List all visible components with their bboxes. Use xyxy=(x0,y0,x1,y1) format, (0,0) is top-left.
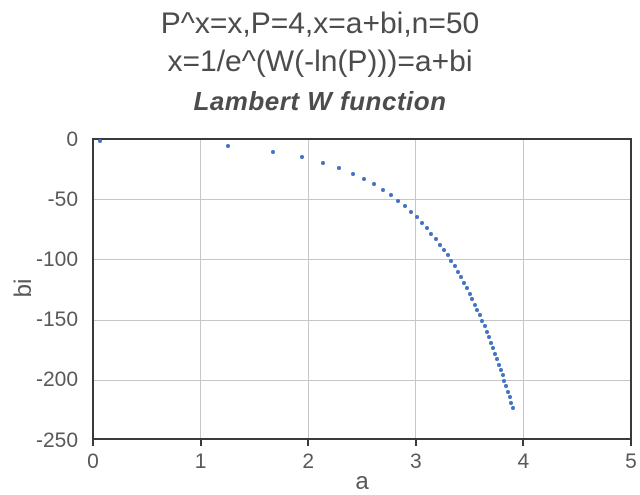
data-point xyxy=(505,389,510,394)
data-point xyxy=(396,198,401,203)
x-tick-label: 5 xyxy=(625,450,637,473)
x-axis-tick-mark xyxy=(307,440,310,446)
x-tick-label: 2 xyxy=(302,450,315,473)
data-point xyxy=(498,368,503,373)
x-axis-tick-mark xyxy=(414,440,417,446)
data-point xyxy=(271,149,276,154)
data-point xyxy=(320,160,325,165)
gridline-vertical xyxy=(415,140,417,438)
data-point xyxy=(496,362,501,367)
data-point xyxy=(502,378,507,383)
gridline-horizontal xyxy=(94,319,630,321)
x-tick-label: 1 xyxy=(194,450,207,473)
x-axis-tick-mark xyxy=(522,440,525,446)
data-point xyxy=(414,215,419,220)
data-point xyxy=(510,406,515,411)
data-point xyxy=(372,182,377,187)
gridline-vertical xyxy=(522,140,524,438)
data-point xyxy=(299,155,304,160)
gridline-horizontal xyxy=(94,199,630,201)
data-point xyxy=(226,144,231,149)
data-point xyxy=(509,400,514,405)
data-point xyxy=(380,187,385,192)
y-tick-label: 0 xyxy=(66,127,78,151)
data-point xyxy=(500,373,505,378)
x-axis-tick-mark xyxy=(630,440,632,446)
data-point xyxy=(480,318,485,323)
x-axis-tick-mark xyxy=(199,440,202,446)
data-point xyxy=(424,226,429,231)
data-point xyxy=(458,275,463,280)
data-point xyxy=(337,166,342,171)
y-tick-label: -200 xyxy=(35,368,78,392)
data-point xyxy=(507,395,512,400)
data-point xyxy=(493,351,498,356)
data-point xyxy=(489,340,494,345)
data-point xyxy=(455,269,460,274)
gridline-horizontal xyxy=(94,259,630,261)
data-point xyxy=(362,177,367,181)
data-point xyxy=(350,171,355,176)
gridline-vertical xyxy=(200,140,202,438)
data-point xyxy=(429,231,434,236)
data-point xyxy=(449,258,454,263)
data-point xyxy=(419,220,424,225)
data-point xyxy=(472,302,477,307)
x-axis-title: a xyxy=(355,468,369,495)
x-tick-label: 3 xyxy=(409,450,422,473)
data-point xyxy=(445,253,450,258)
data-point xyxy=(470,297,475,302)
data-point xyxy=(491,346,496,351)
data-point xyxy=(464,286,469,291)
x-tick-label: 4 xyxy=(517,450,530,473)
data-point xyxy=(388,193,393,198)
chart-title: Lambert W function xyxy=(193,86,447,116)
data-point xyxy=(433,237,438,242)
data-point xyxy=(467,291,472,296)
y-axis-title: bi xyxy=(10,278,37,298)
x-axis-tick-mark xyxy=(92,440,94,446)
plot-border xyxy=(92,138,632,440)
data-point xyxy=(504,384,509,389)
data-point xyxy=(475,308,480,312)
y-tick-label: -50 xyxy=(47,187,78,211)
data-point xyxy=(484,329,489,334)
data-point xyxy=(482,324,487,329)
y-tick-label: -100 xyxy=(35,247,78,271)
data-point xyxy=(437,242,442,247)
gridline-vertical xyxy=(307,140,309,438)
plot-area: 0 1 2 3 4 5 0 -50 -100 -150 -200 -250 a bi xyxy=(10,128,637,495)
data-point xyxy=(477,313,482,318)
data-point xyxy=(486,335,491,340)
gridline-horizontal xyxy=(94,379,630,381)
data-point xyxy=(495,357,500,362)
data-point xyxy=(461,280,466,285)
data-point xyxy=(402,204,407,209)
chart-subtitle-line-2: x=1/e^(W(-ln(P)))=a+bi xyxy=(167,45,473,78)
x-tick-label: 0 xyxy=(87,450,99,473)
chart-subtitle-line-1: P^x=x,P=4,x=a+bi,n=50 xyxy=(160,7,480,40)
data-point xyxy=(441,247,446,252)
y-tick-label: -150 xyxy=(35,308,78,332)
data-point xyxy=(97,138,102,143)
data-point xyxy=(408,209,413,214)
data-point xyxy=(452,264,457,269)
y-tick-label: -250 xyxy=(35,428,78,452)
